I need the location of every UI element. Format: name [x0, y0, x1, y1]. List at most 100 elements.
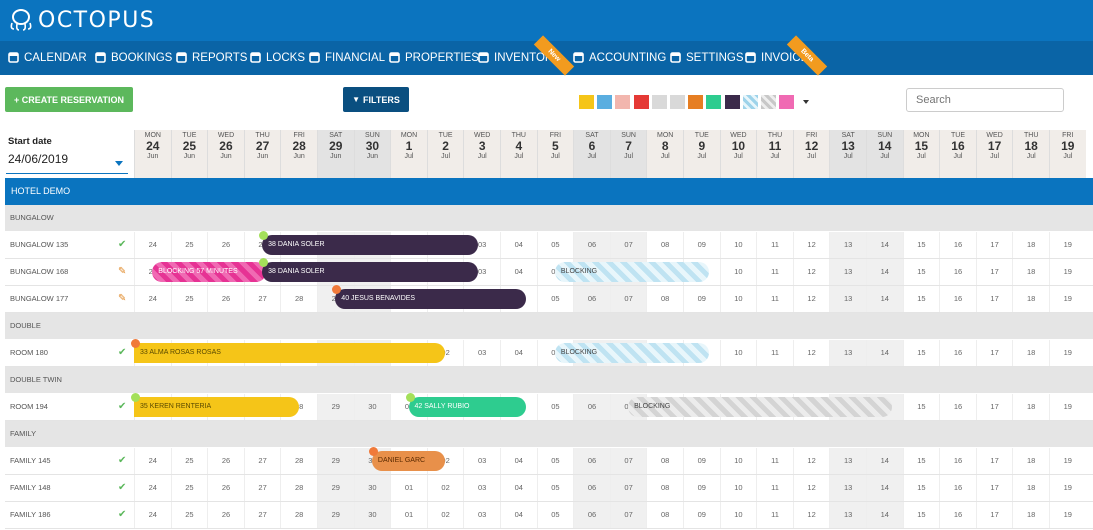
start-date-value[interactable]: 24/06/2019 [8, 152, 69, 166]
day-cell[interactable]: 06 [573, 286, 610, 312]
day-cell[interactable]: 07 [609, 448, 647, 474]
day-cell[interactable]: 28 [280, 502, 317, 528]
color-swatch[interactable] [761, 95, 776, 109]
day-cell[interactable]: 16 [939, 448, 976, 474]
day-cell[interactable]: 01 [390, 475, 427, 501]
day-cell[interactable]: 18 [1012, 340, 1049, 366]
day-cell[interactable]: 19 [1049, 259, 1086, 285]
day-cell[interactable]: 08 [646, 448, 683, 474]
day-cell[interactable]: 16 [939, 232, 976, 258]
day-cell[interactable]: 06 [573, 502, 610, 528]
day-cell[interactable]: 11 [756, 340, 793, 366]
day-cell[interactable]: 19 [1049, 232, 1086, 258]
color-swatch[interactable] [742, 95, 758, 109]
day-cell[interactable]: 02 [426, 502, 464, 528]
day-cell[interactable]: 07 [609, 232, 647, 258]
day-cell[interactable]: 18 [1012, 502, 1049, 528]
color-swatch[interactable] [597, 95, 613, 109]
day-cell[interactable]: 05 [536, 394, 574, 420]
day-cell[interactable]: 26 [207, 286, 244, 312]
room-name[interactable]: BUNGALOW 177 [10, 294, 69, 303]
day-cell[interactable]: 09 [683, 232, 720, 258]
day-cell[interactable]: 24 [134, 502, 171, 528]
broom-icon[interactable]: ✎ [118, 293, 127, 304]
reservation-bar[interactable]: 38 DANIA SOLER [259, 231, 479, 255]
day-cell[interactable]: 13 [829, 502, 866, 528]
day-cell[interactable]: 17 [975, 475, 1013, 501]
day-cell[interactable]: 10 [719, 259, 757, 285]
day-cell[interactable]: 29 [317, 475, 354, 501]
nav-settings[interactable]: SETTINGS [670, 41, 744, 75]
nav-financial[interactable]: FINANCIAL [309, 41, 385, 75]
day-cell[interactable]: 25 [170, 286, 208, 312]
day-cell[interactable]: 12 [792, 232, 830, 258]
day-cell[interactable]: 06 [573, 448, 610, 474]
day-cell[interactable]: 27 [243, 502, 281, 528]
day-cell[interactable]: 03 [463, 448, 500, 474]
day-cell[interactable]: 16 [939, 259, 976, 285]
day-cell[interactable]: 19 [1049, 340, 1086, 366]
day-cell[interactable]: 18 [1012, 259, 1049, 285]
check-icon[interactable]: ✔ [118, 509, 127, 520]
day-cell[interactable]: 26 [207, 232, 244, 258]
day-cell[interactable]: 19 [1049, 394, 1086, 420]
room-name[interactable]: FAMILY 148 [10, 483, 51, 492]
reservation-bar[interactable]: 33 ALMA ROSAS ROSAS [131, 339, 446, 363]
day-cell[interactable]: 18 [1012, 394, 1049, 420]
day-cell[interactable]: 13 [829, 232, 866, 258]
day-cell[interactable]: 15 [902, 259, 940, 285]
day-cell[interactable]: 10 [719, 286, 757, 312]
day-cell[interactable]: 15 [902, 286, 940, 312]
reservation-bar[interactable]: 40 JESUS BENAVIDES [332, 285, 526, 309]
day-cell[interactable]: 13 [829, 340, 866, 366]
blocking-bar[interactable]: BLOCKING [628, 397, 892, 417]
check-icon[interactable]: ✔ [118, 401, 127, 412]
day-cell[interactable]: 12 [792, 286, 830, 312]
day-cell[interactable]: 24 [134, 448, 171, 474]
day-cell[interactable]: 15 [902, 448, 940, 474]
room-name[interactable]: FAMILY 186 [10, 510, 51, 519]
day-cell[interactable]: 06 [573, 475, 610, 501]
color-swatch[interactable] [633, 95, 649, 109]
day-cell[interactable]: 17 [975, 340, 1013, 366]
room-name[interactable]: BUNGALOW 168 [10, 267, 69, 276]
day-cell[interactable]: 25 [170, 448, 208, 474]
day-cell[interactable]: 05 [536, 286, 574, 312]
color-swatch[interactable] [706, 95, 722, 109]
nav-properties[interactable]: PROPERTIES [389, 41, 479, 75]
reservation-bar[interactable]: 35 KEREN RENTERIA [131, 393, 299, 417]
day-cell[interactable]: 05 [536, 502, 574, 528]
day-cell[interactable]: 30 [353, 502, 391, 528]
day-cell[interactable]: 25 [170, 232, 208, 258]
day-cell[interactable]: 19 [1049, 286, 1086, 312]
search-input[interactable] [906, 88, 1064, 112]
day-cell[interactable]: 13 [829, 448, 866, 474]
day-cell[interactable]: 09 [683, 448, 720, 474]
day-cell[interactable]: 12 [792, 448, 830, 474]
day-cell[interactable]: 03 [463, 340, 500, 366]
day-cell[interactable]: 10 [719, 475, 757, 501]
room-name[interactable]: ROOM 180 [10, 348, 48, 357]
blocking-bar[interactable]: BLOCKING [554, 262, 709, 282]
day-cell[interactable]: 14 [866, 286, 903, 312]
day-cell[interactable]: 14 [866, 340, 903, 366]
day-cell[interactable]: 12 [792, 340, 830, 366]
day-cell[interactable]: 04 [500, 232, 537, 258]
day-cell[interactable]: 11 [756, 475, 793, 501]
day-cell[interactable]: 16 [939, 286, 976, 312]
day-cell[interactable]: 05 [536, 232, 574, 258]
day-cell[interactable]: 07 [609, 502, 647, 528]
day-cell[interactable]: 15 [902, 394, 940, 420]
color-swatch[interactable] [651, 95, 667, 109]
day-cell[interactable]: 30 [353, 394, 391, 420]
day-cell[interactable]: 05 [536, 448, 574, 474]
nav-bookings[interactable]: BOOKINGS [95, 41, 172, 75]
day-cell[interactable]: 27 [243, 286, 281, 312]
start-date-caret-icon[interactable] [115, 161, 123, 166]
day-cell[interactable]: 16 [939, 502, 976, 528]
day-cell[interactable]: 10 [719, 448, 757, 474]
color-swatch[interactable] [688, 95, 704, 109]
day-cell[interactable]: 18 [1012, 232, 1049, 258]
day-cell[interactable]: 12 [792, 475, 830, 501]
day-cell[interactable]: 28 [280, 448, 317, 474]
